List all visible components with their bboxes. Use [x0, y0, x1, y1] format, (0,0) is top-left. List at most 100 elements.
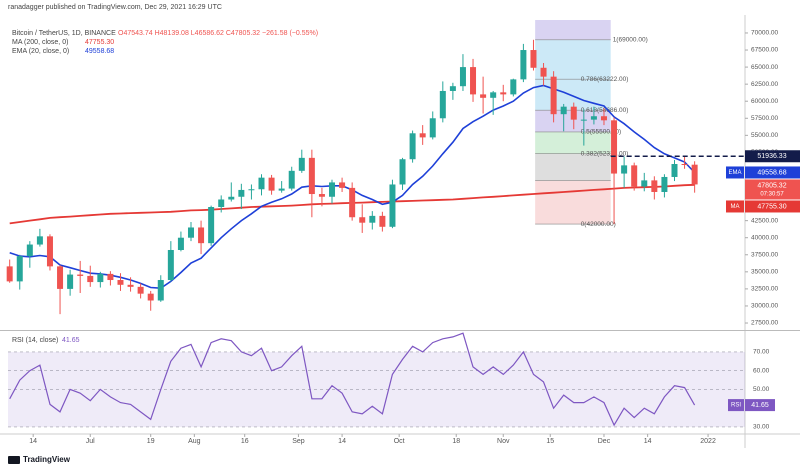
candle-body — [268, 177, 275, 191]
candle-body — [298, 157, 305, 171]
candle-body — [349, 187, 356, 218]
candle-body — [177, 237, 184, 250]
candle-body — [480, 94, 487, 98]
candle-body — [238, 189, 245, 197]
price-label-box — [745, 150, 800, 163]
candle-body — [107, 273, 114, 281]
x-tick-label: 16 — [241, 438, 249, 445]
x-tick-label: 15 — [546, 438, 554, 445]
candle-body — [449, 86, 456, 91]
rsi-tick-label: 60.00 — [753, 367, 770, 374]
fib-band — [535, 131, 611, 154]
candle-body — [419, 133, 426, 138]
y-tick-label: 62500.00 — [751, 81, 778, 88]
x-tick-label: 14 — [338, 438, 346, 445]
candle-body — [278, 188, 285, 191]
candle-body — [67, 274, 74, 289]
fib-band — [535, 20, 611, 40]
price-label-box — [745, 200, 800, 213]
y-tick-label: 70000.00 — [751, 30, 778, 37]
candle-body — [611, 120, 618, 174]
candle-body — [147, 293, 154, 301]
x-tick-label: Oct — [394, 438, 405, 445]
candle-body — [560, 106, 567, 115]
candle-body — [26, 244, 33, 257]
candle-body — [691, 164, 698, 185]
price-tag-box — [726, 200, 744, 213]
candle-body — [46, 236, 53, 267]
ma-legend: MA (200, close, 0) — [12, 39, 68, 46]
candle-body — [459, 67, 466, 87]
fib-label: 0.382(52314.00) — [581, 150, 629, 157]
candle-body — [57, 266, 64, 289]
rsi-label: 41.65 — [751, 402, 769, 409]
ema-legend-value: 49558.68 — [85, 48, 114, 55]
y-tick-label: 60000.00 — [751, 98, 778, 105]
publisher: ranadagger published on TradingView.com,… — [8, 4, 222, 11]
candle-body — [500, 92, 507, 95]
y-tick-label: 42500.00 — [751, 217, 778, 224]
candle-body — [258, 177, 265, 190]
candle-body — [661, 176, 668, 192]
rsi-label-box — [745, 399, 775, 412]
ma-legend-value: 47755.30 — [85, 39, 114, 46]
candle-body — [631, 165, 638, 187]
candle-body — [208, 206, 215, 244]
candle-body — [550, 76, 557, 115]
x-tick-label: Aug — [188, 438, 201, 445]
x-tick-label: Dec — [598, 438, 611, 445]
candle-body — [359, 217, 366, 223]
candle-body — [580, 119, 587, 121]
candle-body — [671, 164, 678, 177]
price-label: 47805.32 — [757, 182, 786, 189]
x-tick-label: 14 — [644, 438, 652, 445]
fib-label: 0.5(55500.00) — [581, 129, 621, 136]
fib-band — [535, 39, 611, 80]
fib-label: 0.618(58686.00) — [581, 107, 629, 114]
candle-body — [339, 182, 346, 188]
candle-body — [379, 215, 386, 227]
candle-body — [218, 199, 225, 207]
candle-body — [409, 133, 416, 160]
price-label: 47755.30 — [757, 203, 786, 210]
candle-body — [621, 165, 628, 174]
fib-label: 0(42000.00) — [581, 221, 616, 228]
price-tag: EMA — [728, 170, 741, 176]
candle-body — [490, 92, 497, 98]
candle-body — [167, 249, 174, 281]
candle-body — [97, 273, 104, 283]
x-tick-label: Sep — [292, 438, 305, 445]
candle-body — [520, 50, 527, 80]
x-tick-label: Nov — [497, 438, 510, 445]
rsi-tick-label: 50.00 — [753, 386, 770, 393]
candle-body — [117, 280, 124, 285]
candle-body — [288, 170, 295, 189]
rsi-legend-value: 41.65 — [62, 337, 80, 344]
candle-body — [399, 159, 406, 185]
candle-body — [570, 106, 577, 120]
fib-band — [535, 153, 611, 181]
rsi-tag-box — [728, 399, 744, 412]
candle-body — [6, 266, 13, 282]
candle-body — [318, 194, 325, 197]
candle-body — [429, 118, 436, 138]
fib-label: 1(69000.00) — [613, 37, 648, 44]
fib-band — [535, 180, 611, 225]
candle-body — [510, 79, 517, 95]
ohlc: O47543.74 H48139.08 L46586.62 C47805.32 … — [118, 30, 318, 37]
x-tick-label: 14 — [29, 438, 37, 445]
price-label: 49558.68 — [757, 169, 786, 176]
price-label-box — [745, 166, 800, 179]
y-tick-label: 37500.00 — [751, 251, 778, 258]
rsi-tag: RSI — [731, 403, 741, 409]
y-tick-label: 32500.00 — [751, 286, 778, 293]
y-tick-label: 65000.00 — [751, 64, 778, 71]
rsi-line — [9, 332, 696, 427]
y-tick-label: 55000.00 — [751, 132, 778, 139]
y-tick-label: 57500.00 — [751, 115, 778, 122]
price-tag: MA — [731, 204, 740, 210]
candle-body — [369, 215, 376, 223]
price-countdown: 07:30:57 — [760, 192, 784, 198]
price-tag-box — [726, 166, 744, 179]
